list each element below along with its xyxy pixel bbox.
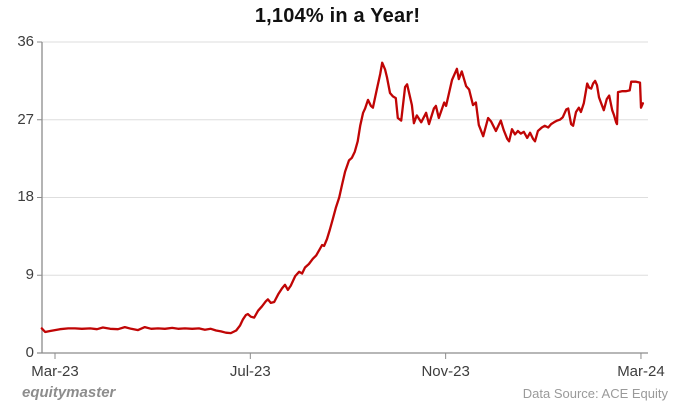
y-axis-tick-label: 0 (25, 344, 34, 361)
chart-title: 1,104% in a Year! (254, 5, 421, 27)
y-axis-tick-label: 18 (17, 188, 34, 206)
equitymaster-logo: equitymaster (22, 384, 116, 401)
data-source-credit: Data Source: ACE Equity (522, 386, 668, 401)
y-axis-tick-label: 9 (25, 266, 34, 284)
x-axis-tick-label: Mar-24 (617, 363, 665, 380)
x-axis-tick-label: Nov-23 (421, 363, 470, 380)
x-axis-tick-label: Mar-23 (31, 363, 79, 380)
x-axis-tick-label: Jul-23 (229, 363, 271, 380)
y-axis-tick-label: 27 (17, 110, 34, 128)
y-axis-tick-label: 36 (17, 32, 34, 50)
